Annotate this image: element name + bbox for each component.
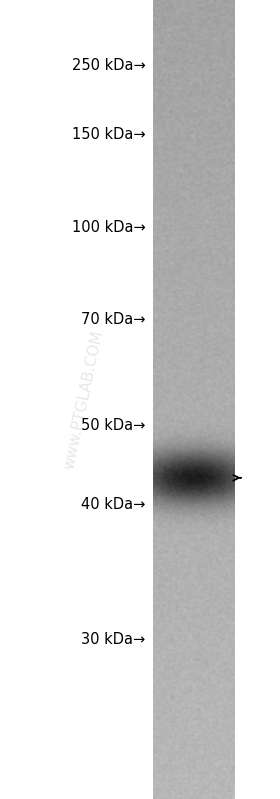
Text: 50 kDa→: 50 kDa→ (81, 418, 146, 432)
Text: 30 kDa→: 30 kDa→ (81, 632, 146, 646)
Text: 150 kDa→: 150 kDa→ (72, 127, 146, 141)
Text: 70 kDa→: 70 kDa→ (81, 312, 146, 327)
Text: 250 kDa→: 250 kDa→ (72, 58, 146, 73)
Text: 100 kDa→: 100 kDa→ (72, 221, 146, 235)
Text: 40 kDa→: 40 kDa→ (81, 498, 146, 512)
Text: www.PTGLAB.COM: www.PTGLAB.COM (62, 328, 106, 471)
